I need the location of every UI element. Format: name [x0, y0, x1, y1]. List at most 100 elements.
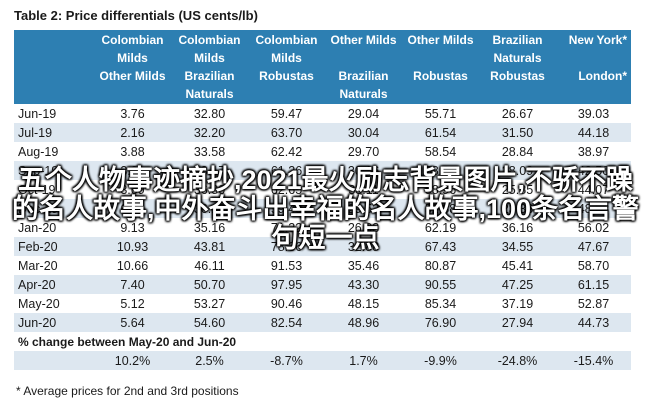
table-row: Jan-20 9.13 35.16 71.32 26.03 62.19 36.16 56.02: [14, 218, 631, 237]
table-cell: 61.54: [402, 123, 479, 142]
pct-change-row: 10.2% 2.5% -8.7% 1.7% -9.9% -24.8% -15.4%: [14, 351, 631, 370]
table-cell: 52.87: [577, 296, 610, 311]
table-cell: 38.97: [577, 144, 610, 159]
header-cell: Other Milds Brazilian Naturals: [325, 30, 402, 104]
table-cell: 59.47: [270, 106, 303, 121]
row-label: Mar-20: [18, 258, 58, 273]
table-cell: 26.03: [347, 220, 380, 235]
table-row: Oct-19 3.69 36.80 62.65 33.11 58.96 25.85 44.07: [14, 180, 631, 199]
table-row: Aug-19 3.88 33.58 62.42 29.70 58.54 28.84 38.97: [14, 142, 631, 161]
pct-change-cell: -8.7%: [248, 351, 325, 370]
table-cell: 3.01: [94, 161, 171, 180]
pct-change-cell: 1.7%: [325, 351, 402, 370]
table-cell: 76.90: [402, 313, 479, 332]
table-row: Jul-19 2.16 32.20 63.70 30.04 61.54 31.50 44.18: [14, 123, 631, 142]
row-label: Jul-19: [14, 123, 94, 142]
header-cell: Colombian Milds Brazilian Naturals: [171, 30, 248, 104]
row-label: May-20: [18, 296, 60, 311]
row-label: Dec-19: [14, 199, 94, 218]
table-cell: 44.73: [556, 313, 631, 332]
table-cell: 56.02: [577, 220, 610, 235]
table-row: Apr-20 7.40 50.70 97.95 43.30 90.55 47.25 61.15: [14, 275, 631, 294]
row-label: Jan-20: [18, 220, 57, 235]
header-cell: Brazilian Naturals Robustas: [479, 30, 556, 104]
table-cell: 35.46: [347, 258, 380, 273]
table-cell: 33.58: [193, 144, 226, 159]
table-cell: 62.42: [270, 144, 303, 159]
header-cell: New York* London*: [556, 30, 631, 104]
table-cell: 35.16: [193, 220, 226, 235]
pct-change-cell: -15.4%: [556, 351, 631, 370]
table-cell: 91.53: [270, 258, 303, 273]
table-cell: 33.17: [171, 161, 248, 180]
table-cell: 36.80: [193, 182, 226, 197]
pct-change-blank: [14, 351, 94, 370]
table-cell: 48.83: [556, 199, 631, 218]
table-row: Feb-20 10.93 43.81 78.36 32.88 67.43 34.55 47.6…: [14, 237, 631, 256]
pct-change-cell: -9.9%: [402, 351, 479, 370]
table-cell: 28.09: [479, 161, 556, 180]
table-cell: 80.87: [424, 258, 457, 273]
table-cell: 29.52: [325, 199, 402, 218]
table-cell: 47.67: [556, 237, 631, 256]
table-cell: 58.54: [424, 144, 457, 159]
footnote: * Average prices for 2nd and 3rd positio…: [16, 384, 239, 398]
table-cell: 7.40: [94, 275, 171, 294]
table-cell: 23.36: [479, 199, 556, 218]
pct-change-cell: -24.8%: [479, 351, 556, 370]
table-cell: 61.15: [556, 275, 631, 294]
header-cell: Other Milds Robustas: [402, 30, 479, 104]
table-cell: 48.15: [347, 296, 380, 311]
table-cell: 36.13: [171, 199, 248, 218]
table-row: Jun-19 3.76 32.80 59.47 29.04 55.71 26.67 39.03: [14, 104, 631, 123]
table-cell: 61.26: [248, 161, 325, 180]
table-cell: 10.93: [94, 237, 171, 256]
table-cell: 32.88: [325, 237, 402, 256]
table-cell: 52.88: [402, 199, 479, 218]
table-cell: 39.03: [577, 106, 610, 121]
table-cell: 29.70: [347, 144, 380, 159]
table-cell: 43.81: [171, 237, 248, 256]
table-cell: 25.85: [501, 182, 534, 197]
table-cell: 28.84: [501, 144, 534, 159]
table-cell: 71.32: [270, 220, 303, 235]
row-label: Oct-19: [18, 182, 56, 197]
table-cell: 5.64: [94, 313, 171, 332]
table-cell: 53.27: [193, 296, 226, 311]
table-cell: 45.41: [501, 258, 534, 273]
row-label: Feb-20: [14, 237, 94, 256]
table-cell: 3.88: [120, 144, 145, 159]
table-row: Dec-19 6.61 36.13 59.49 29.52 52.88 23.36 48.83: [14, 199, 631, 218]
row-label: Aug-19: [18, 144, 59, 159]
table-cell: 2.16: [94, 123, 171, 142]
table-cell: 10.66: [116, 258, 149, 273]
table-cell: 82.54: [248, 313, 325, 332]
table-cell: 62.65: [270, 182, 303, 197]
table-title: Table 2: Price differentials (US cents/l…: [14, 8, 258, 23]
overlay-caption: 五个人物事迹摘抄,2021最火励志背景图片,不骄不躁的名人故事,中外奋斗出幸福的…: [11, 165, 640, 253]
table-cell: 3.76: [120, 106, 145, 121]
table-cell: 26.67: [501, 106, 534, 121]
table-cell: 62.19: [424, 220, 457, 235]
pct-change-cell: 2.5%: [171, 351, 248, 370]
table-cell: 37.19: [501, 296, 534, 311]
table-cell: 58.70: [577, 258, 610, 273]
table-cell: 78.36: [248, 237, 325, 256]
table-cell: 47.25: [479, 275, 556, 294]
table-row: Sep-19 3.01 33.17 61.26 30.16 58.25 28.09 42.50: [14, 161, 631, 180]
table-cell: 44.07: [577, 182, 610, 197]
table-cell: 63.70: [248, 123, 325, 142]
table-cell: 27.94: [479, 313, 556, 332]
table-row: Mar-20 10.66 46.11 91.53 35.46 80.87 45.41 58.7…: [14, 256, 631, 275]
table-cell: 90.55: [402, 275, 479, 294]
header-cell: Colombian Milds Other Milds: [94, 30, 171, 104]
table-cell: 43.30: [325, 275, 402, 294]
pct-change-heading-row: % change between May-20 and Jun-20: [14, 332, 631, 351]
table-cell: 32.80: [193, 106, 226, 121]
header-row: Colombian Milds Other Milds Colombian Mi…: [14, 30, 631, 104]
table-row: Jun-20 5.64 54.60 82.54 48.96 76.90 27.94 44.73: [14, 313, 631, 332]
table-cell: 67.43: [402, 237, 479, 256]
price-differentials-table: Colombian Milds Other Milds Colombian Mi…: [14, 30, 631, 370]
table-cell: 31.50: [479, 123, 556, 142]
table-cell: 59.49: [248, 199, 325, 218]
